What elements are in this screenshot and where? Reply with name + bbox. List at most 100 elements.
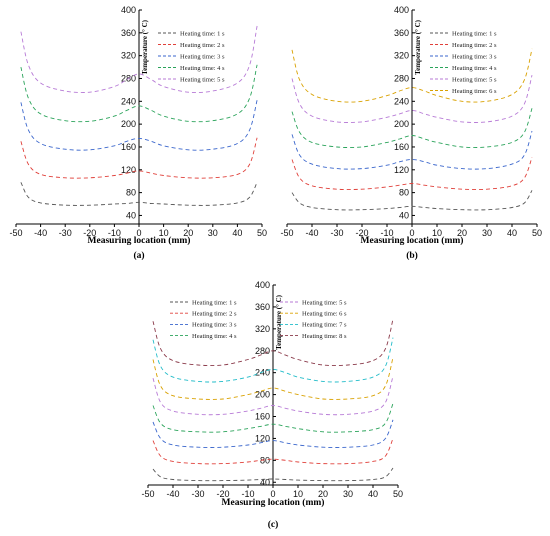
x-tick-label: -50: [280, 228, 293, 238]
y-tick-label: 400: [255, 280, 270, 290]
x-tick-label: -30: [191, 489, 204, 499]
x-tick-label: 20: [457, 228, 467, 238]
x-tick-label: 10: [293, 489, 303, 499]
series-line: [291, 157, 533, 191]
x-tick-label: 40: [368, 489, 378, 499]
legend-label: Heating time: 4 s: [180, 65, 225, 72]
y-tick-label: 40: [126, 210, 136, 220]
series-line: [291, 108, 533, 148]
y-tick-label: 200: [121, 119, 136, 129]
y-axis-title: Temperature (° C): [414, 19, 422, 75]
x-tick-label: -30: [330, 228, 343, 238]
x-tick-label: 50: [393, 489, 403, 499]
x-axis-title: Measuring location (mm): [361, 235, 464, 246]
series-line: [291, 48, 533, 103]
y-tick-label: 360: [121, 28, 136, 38]
y-tick-label: 40: [260, 477, 270, 487]
series-line: [20, 137, 258, 179]
series-line: [20, 100, 258, 151]
series-line: [152, 337, 394, 383]
x-tick-label: 40: [232, 228, 242, 238]
series-line: [20, 182, 258, 206]
x-tick-label: -50: [141, 489, 154, 499]
panel-label: (c): [268, 519, 279, 530]
y-tick-label: 160: [394, 142, 409, 152]
chart-panel-b: -50 -40 -30 -20 -10 0 10 20 30 40 50 40 80 120 160 200 2…: [280, 5, 542, 261]
x-tick-label: -20: [83, 228, 96, 238]
panel-label: (b): [406, 250, 418, 261]
y-tick-label: 80: [399, 188, 409, 198]
legend-label: Heating time: 5 s: [302, 299, 347, 306]
y-tick-label: 320: [255, 324, 270, 334]
y-tick-label: 120: [255, 433, 270, 443]
series-line: [152, 357, 394, 400]
series-line: [152, 375, 394, 416]
y-axis-title: Temperature (° C): [275, 294, 283, 350]
series-line: [152, 467, 394, 482]
y-tick-label: 200: [394, 119, 409, 129]
x-tick-label: 0: [409, 228, 414, 238]
y-tick-label: 360: [255, 302, 270, 312]
x-tick-label: 0: [270, 489, 275, 499]
series-line: [152, 438, 394, 465]
x-tick-label: -20: [216, 489, 229, 499]
legend-label: Heating time: 7 s: [302, 322, 347, 329]
y-tick-label: 80: [126, 188, 136, 198]
x-tick-label: 10: [432, 228, 442, 238]
legend-label: Heating time: 5 s: [180, 76, 225, 83]
x-tick-label: 20: [318, 489, 328, 499]
x-tick-label: 20: [183, 228, 193, 238]
y-tick-label: 160: [121, 142, 136, 152]
y-tick-label: 120: [121, 165, 136, 175]
x-tick-label: -20: [355, 228, 368, 238]
x-tick-label: 10: [159, 228, 169, 238]
y-tick-label: 240: [255, 368, 270, 378]
legend-label: Heating time: 3 s: [452, 53, 497, 60]
legend-label: Heating time: 5 s: [452, 76, 497, 83]
y-tick-label: 40: [399, 210, 409, 220]
legend-label: Heating time: 2 s: [192, 311, 237, 318]
legend-label: Heating time: 3 s: [192, 322, 237, 329]
y-tick-label: 280: [255, 346, 270, 356]
x-axis-title: Measuring location (mm): [222, 497, 325, 508]
legend-label: Heating time: 4 s: [452, 65, 497, 72]
x-tick-label: -50: [9, 228, 22, 238]
series-line: [291, 74, 533, 123]
y-tick-label: 240: [121, 96, 136, 106]
x-tick-label: 0: [136, 228, 141, 238]
series-line: [20, 25, 258, 93]
y-tick-label: 400: [121, 5, 136, 15]
legend-label: Heating time: 2 s: [452, 42, 497, 49]
legend-label: Heating time: 6 s: [452, 88, 497, 95]
legend-label: Heating time: 2 s: [180, 42, 225, 49]
legend-label: Heating time: 1 s: [192, 299, 237, 306]
x-tick-label: 50: [257, 228, 267, 238]
panel-label: (a): [133, 250, 144, 261]
y-tick-label: 280: [394, 73, 409, 83]
legend-label: Heating time: 4 s: [192, 333, 237, 340]
y-tick-label: 160: [255, 412, 270, 422]
x-tick-label: -10: [380, 228, 393, 238]
legend-label: Heating time: 3 s: [180, 53, 225, 60]
y-tick-label: 200: [255, 390, 270, 400]
series-line: [291, 190, 533, 211]
y-tick-label: 320: [394, 51, 409, 61]
x-tick-label: -40: [34, 228, 47, 238]
y-tick-label: 120: [394, 165, 409, 175]
chart-panel-c: -50 -40 -30 -20 -10 0 10 20 30 40 50 40 80 120 160 200 2…: [141, 280, 403, 530]
y-tick-label: 400: [394, 5, 409, 15]
x-tick-label: 50: [532, 228, 542, 238]
y-axis-title: Temperature (° C): [141, 19, 149, 75]
y-tick-label: 320: [121, 51, 136, 61]
legend-label: Heating time: 6 s: [302, 311, 347, 318]
x-tick-label: 30: [208, 228, 218, 238]
x-axis-title: Measuring location (mm): [88, 235, 191, 246]
x-tick-label: -40: [305, 228, 318, 238]
x-tick-label: -40: [166, 489, 179, 499]
x-tick-label: -10: [241, 489, 254, 499]
legend-label: Heating time: 1 s: [452, 30, 497, 37]
x-tick-label: 40: [507, 228, 517, 238]
x-tick-label: 30: [482, 228, 492, 238]
y-tick-label: 80: [260, 455, 270, 465]
